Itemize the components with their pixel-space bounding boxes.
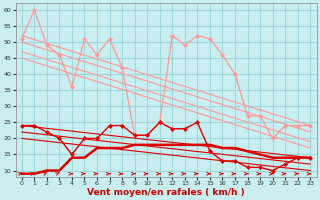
X-axis label: Vent moyen/en rafales ( km/h ): Vent moyen/en rafales ( km/h ) [87, 188, 245, 197]
